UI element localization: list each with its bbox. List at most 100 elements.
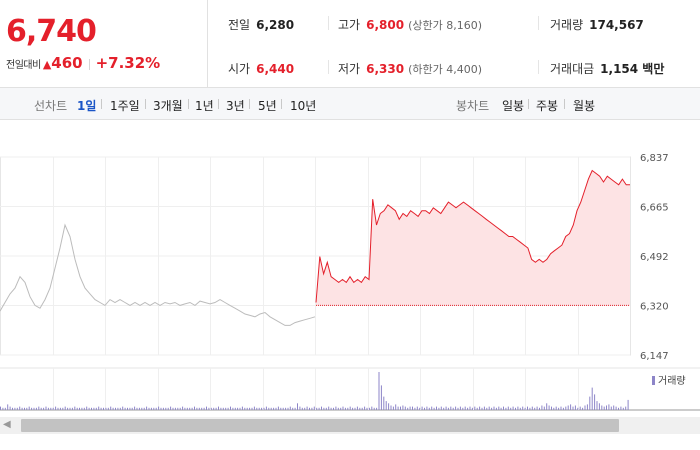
volume-bar bbox=[43, 407, 45, 410]
volume-bar bbox=[136, 407, 138, 410]
volume-bar bbox=[589, 396, 591, 410]
scroll-left-arrow-icon[interactable]: ◀ bbox=[3, 419, 11, 430]
volume-bar bbox=[177, 407, 179, 410]
volume-bar bbox=[105, 407, 107, 410]
tab-1year[interactable]: 1년 bbox=[195, 99, 214, 113]
volume-bar bbox=[282, 407, 284, 410]
volume-bar bbox=[584, 405, 586, 410]
volume-bar bbox=[364, 406, 366, 410]
scroll-thumb[interactable] bbox=[21, 419, 619, 432]
volume-bar bbox=[153, 407, 155, 410]
volume-bar bbox=[450, 406, 452, 410]
tab-10year[interactable]: 10년 bbox=[290, 99, 317, 113]
volume-bar bbox=[507, 406, 509, 410]
volume-bar bbox=[610, 406, 612, 410]
volume-bar bbox=[318, 407, 320, 410]
prev-session-line bbox=[0, 223, 316, 326]
volume-bar bbox=[558, 407, 560, 410]
stat-value: 6,800 bbox=[366, 18, 405, 32]
tab-3year[interactable]: 3년 bbox=[226, 99, 245, 113]
tab-divider bbox=[188, 99, 189, 109]
volume-bar bbox=[162, 407, 164, 410]
volume-bar bbox=[316, 407, 318, 410]
volume-bar bbox=[45, 406, 47, 410]
volume-bar bbox=[270, 407, 272, 410]
volume-bar bbox=[117, 407, 119, 410]
volume-bar bbox=[464, 406, 466, 410]
volume-bar bbox=[206, 406, 207, 410]
volume-bar bbox=[119, 407, 121, 410]
volume-bar bbox=[333, 407, 334, 410]
volume-bar bbox=[459, 406, 461, 410]
volume-bar bbox=[165, 407, 167, 410]
volume-bar bbox=[586, 404, 588, 410]
volume-bar bbox=[237, 407, 239, 410]
stat-volume: 거래량 174,567 bbox=[550, 16, 644, 33]
volume-bar bbox=[577, 407, 579, 410]
volume-bar bbox=[239, 407, 241, 410]
volume-bar bbox=[574, 405, 576, 410]
volume-bar bbox=[141, 407, 143, 410]
volume-bar bbox=[424, 407, 425, 410]
volume-bar bbox=[335, 406, 337, 410]
tab-1day[interactable]: 1일 bbox=[77, 99, 97, 113]
volume-bar bbox=[512, 406, 514, 410]
volume-bar bbox=[570, 404, 572, 410]
volume-bar bbox=[86, 406, 88, 410]
tab-daily-candle[interactable]: 일봉 bbox=[502, 99, 525, 113]
volume-bar bbox=[244, 407, 246, 410]
tab-3month[interactable]: 3개월 bbox=[153, 99, 183, 113]
tab-1week[interactable]: 1주일 bbox=[110, 99, 140, 113]
volume-bar bbox=[249, 407, 251, 410]
y-tick-label: 6,665 bbox=[640, 203, 669, 214]
volume-bar bbox=[91, 407, 92, 410]
candle-chart-label: 봉차트 bbox=[456, 99, 490, 113]
volume-bar bbox=[536, 406, 538, 410]
volume-bar bbox=[321, 406, 322, 410]
volume-bar bbox=[543, 406, 545, 410]
volume-bar bbox=[196, 407, 198, 410]
volume-bar bbox=[57, 407, 59, 410]
tab-monthly-candle[interactable]: 월봉 bbox=[573, 99, 596, 113]
volume-bar bbox=[397, 406, 399, 410]
volume-bar bbox=[359, 407, 361, 410]
volume-bar bbox=[414, 407, 416, 410]
volume-bar bbox=[395, 404, 397, 410]
tab-5year[interactable]: 5년 bbox=[258, 99, 277, 113]
volume-bar bbox=[457, 407, 459, 410]
today-session-line bbox=[315, 169, 630, 303]
volume-bar bbox=[392, 406, 394, 410]
volume-bar bbox=[579, 406, 581, 410]
lower-limit: (하한가 4,400) bbox=[408, 63, 482, 76]
volume-bar bbox=[469, 406, 471, 410]
volume-bar bbox=[93, 407, 95, 410]
volume-bar bbox=[184, 407, 186, 410]
volume-bar bbox=[529, 407, 531, 410]
volume-bar bbox=[551, 406, 552, 410]
volume-bar bbox=[67, 407, 69, 410]
volume-bar bbox=[155, 407, 157, 410]
volume-bar bbox=[81, 407, 83, 410]
volume-bar bbox=[531, 406, 533, 410]
line-chart-label: 선차트 bbox=[34, 99, 68, 113]
volume-bar bbox=[368, 407, 370, 410]
volume-bar bbox=[134, 406, 136, 410]
up-triangle-icon: ▲ bbox=[42, 58, 52, 71]
volume-bar bbox=[103, 407, 104, 410]
tab-weekly-candle[interactable]: 주봉 bbox=[536, 99, 559, 113]
volume-bar bbox=[471, 407, 473, 410]
volume-bar bbox=[71, 407, 73, 410]
volume-bar bbox=[371, 406, 373, 410]
volume-bar bbox=[172, 407, 174, 410]
volume-bar bbox=[9, 406, 11, 410]
volume-bar bbox=[447, 407, 449, 410]
volume-legend: 거래량 bbox=[652, 372, 686, 387]
volume-bar bbox=[64, 406, 66, 410]
volume-bar bbox=[115, 407, 116, 410]
volume-bar bbox=[426, 406, 428, 410]
volume-bar bbox=[373, 407, 375, 410]
tab-divider bbox=[145, 99, 146, 109]
chart-scrollbar[interactable]: ◀ bbox=[0, 417, 700, 434]
today-session-area bbox=[316, 170, 630, 306]
volume-bar bbox=[606, 405, 607, 410]
